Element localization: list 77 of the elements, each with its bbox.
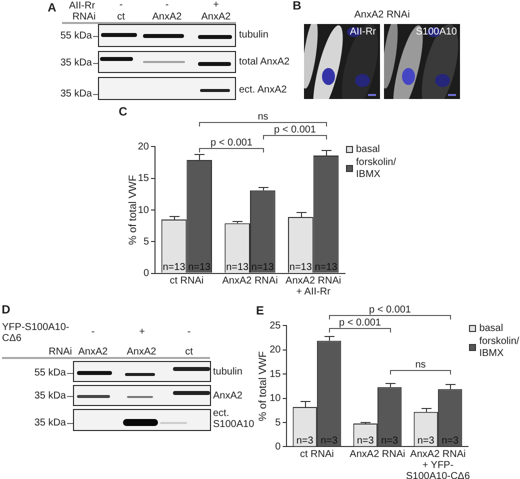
legend-label: basal [356,144,380,155]
text: - [187,326,191,338]
text: AnxA2 [213,390,242,402]
y-tick-label: 5 [275,417,282,428]
text: tubulin [239,30,268,40]
text: ect. AnxA2 [239,84,287,96]
text: RNAi [48,346,72,358]
y-tick-label: 10 [138,204,150,216]
y-tick-label: 15 [138,173,150,184]
text: D [2,302,10,316]
text: ct [117,12,125,22]
annotation: n=3 [442,435,459,446]
text: ns [258,111,268,122]
annotation: n=13 [314,262,338,274]
chart-title: E [256,304,264,318]
text: AnxA2 [126,346,156,358]
text: - [119,0,123,10]
y-tick-label: 20 [270,344,282,356]
text: RNAi [72,12,96,22]
legend-label: forskolin/IBMX [356,156,396,180]
text: p < 0.001 [369,304,412,316]
annotation: n=13 [188,262,212,274]
x-tick-label: ct RNAi [300,448,334,460]
annotation: n=3 [417,435,435,446]
text: AII-Rr [68,0,96,12]
text: total AnxA2 [239,56,290,68]
text: S100A10 [416,26,457,38]
annotation: n=13 [226,262,250,274]
text: AII-Rr [350,26,376,38]
annotation: n=13 [162,262,186,274]
text: B [292,0,302,12]
legend-label: basal [479,322,504,334]
y-tick-label: 10 [270,393,282,404]
text: 35 kDa [60,58,92,68]
chart-title: C [118,104,128,118]
x-tick-label: AnxA2 RNAi [222,276,278,287]
x-tick-label: AnxA2 RNAi [350,448,406,460]
annotation: n=3 [296,435,314,446]
text: + [213,0,219,10]
text: ct [185,346,193,358]
text: AnxA2 RNAi [354,10,410,20]
text: 55 kDa [60,30,92,42]
y-tick-label: 15 [270,368,282,380]
y-axis-title: % of total VWF [127,174,140,246]
y-tick-label: 20 [138,141,150,152]
y-axis-title: % of total VWF [257,351,270,422]
text: 35 kDa [34,418,66,428]
text: 55 kDa [34,368,66,378]
text: - [165,0,169,10]
text: ect. S100A10 [213,408,254,430]
text: 35 kDa [60,88,92,100]
y-tick-label: 25 [270,320,282,332]
text: p < 0.001 [274,124,316,136]
text: - [91,326,95,338]
text: 35 kDa [34,390,66,402]
annotation: n=3 [356,435,374,446]
y-tick-label: 0 [143,268,150,280]
x-tick-label: AnxA2 RNAi + YFP-S100A10-CΔ6 [406,448,470,479]
text: + [139,326,145,338]
text: AnxA2 [152,12,182,22]
text: tubulin [213,366,242,378]
annotation: n=13 [289,262,312,274]
y-tick-label: 5 [143,236,150,248]
legend-label: forskolin/IBMX [479,336,520,359]
x-tick-label: AnxA2 RNAi + AII-Rr [286,276,342,298]
annotation: n=13 [251,262,274,274]
text: YFP-S100A10-CΔ6 [2,322,70,344]
annotation: p < 0.001 [339,317,382,328]
y-tick-label: 0 [275,441,282,452]
x-tick-label: ct RNAi [170,276,204,287]
annotation: n=3 [320,435,338,446]
text: AnxA2 [201,12,231,22]
annotation: p < 0.001 [210,137,253,148]
annotation: ns [415,359,426,370]
text: AnxA2 [78,346,108,358]
text: A [48,0,56,14]
annotation: n=3 [381,435,398,446]
